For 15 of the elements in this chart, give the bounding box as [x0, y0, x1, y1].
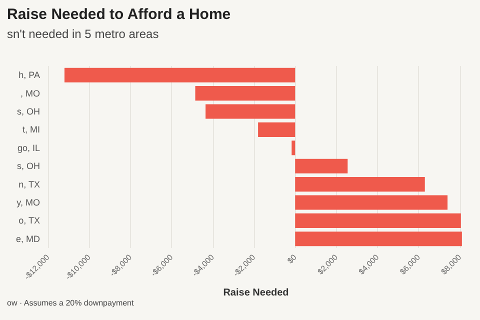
x-axis-title: Raise Needed	[223, 288, 289, 299]
y-tick-label: s, OH	[16, 106, 40, 116]
chart-title: Raise Needed to Afford a Home	[7, 6, 231, 23]
y-tick-label: t, MI	[22, 124, 40, 135]
y-tick-label: n, TX	[18, 179, 40, 190]
chart-subtitle: sn't needed in 5 metro areas	[7, 27, 159, 41]
y-tick-label: , MO	[20, 88, 40, 98]
y-tick-label: s, OH	[16, 161, 40, 172]
y-tick-label: e, MD	[16, 234, 40, 244]
y-tick-label: y, MO	[16, 198, 40, 208]
text: ow · Assumes a 20% downpayment	[7, 298, 135, 308]
y-tick-label: go, IL	[17, 142, 40, 153]
x-tick-label: $0	[286, 252, 299, 266]
y-tick-label: h, PA	[18, 70, 40, 80]
y-tick-label: o, TX	[18, 216, 40, 226]
